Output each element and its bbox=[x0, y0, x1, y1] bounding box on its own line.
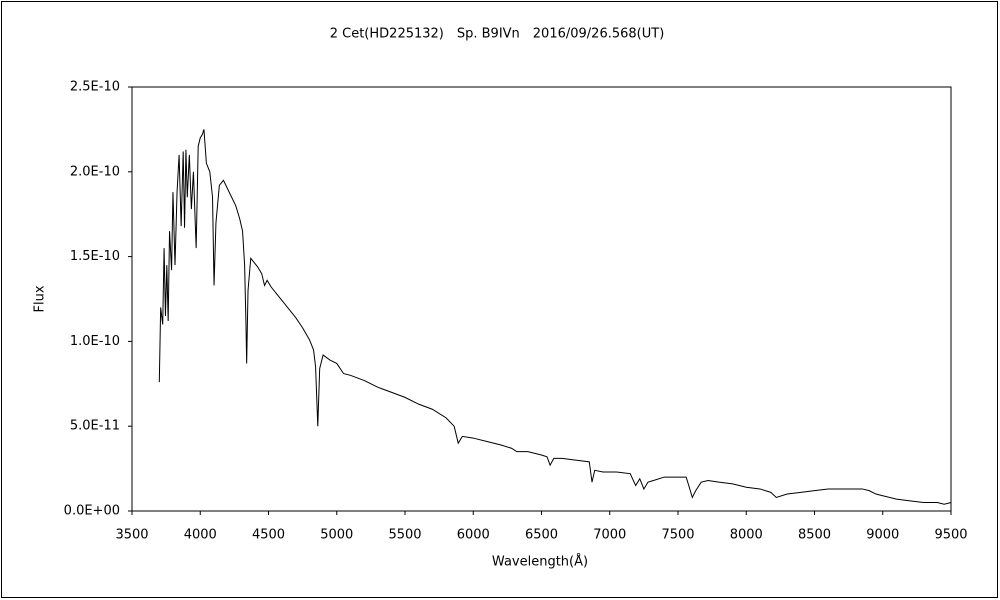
x-tick-label: 4500 bbox=[252, 528, 285, 543]
y-tick-label: 5.0E-11 bbox=[70, 419, 120, 434]
x-tick-label: 6500 bbox=[525, 528, 558, 543]
x-tick-label: 4000 bbox=[184, 528, 217, 543]
y-axis-label: Flux bbox=[33, 285, 48, 312]
x-tick-label: 6000 bbox=[457, 528, 490, 543]
x-axis-label: Wavelength(Å) bbox=[492, 554, 588, 570]
x-tick-label: 7000 bbox=[593, 528, 626, 543]
x-tick-label: 7500 bbox=[661, 528, 694, 543]
x-tick-label: 8500 bbox=[798, 528, 831, 543]
x-tick-label: 9500 bbox=[934, 528, 967, 543]
y-tick-label: 0.0E+00 bbox=[64, 504, 120, 519]
y-tick-label: 2.0E-10 bbox=[70, 164, 120, 179]
y-tick-label: 2.5E-10 bbox=[70, 80, 120, 95]
x-tick-label: 3500 bbox=[115, 528, 148, 543]
x-tick-label: 8000 bbox=[730, 528, 763, 543]
spectrum-line bbox=[158, 129, 952, 505]
y-tick-label: 1.5E-10 bbox=[70, 249, 120, 264]
x-tick-label: 5500 bbox=[388, 528, 421, 543]
x-tick-label: 5000 bbox=[320, 528, 353, 543]
y-tick-label: 1.0E-10 bbox=[70, 334, 120, 349]
x-tick-label: 9000 bbox=[866, 528, 899, 543]
chart-title: 2 Cet(HD225132) Sp. B9IVn 2016/09/26.568… bbox=[330, 27, 665, 42]
